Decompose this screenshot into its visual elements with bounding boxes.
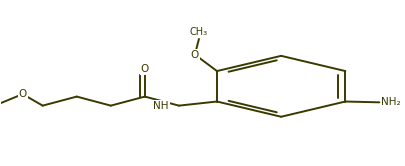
Text: O: O xyxy=(141,64,149,74)
Text: O: O xyxy=(19,89,27,99)
Text: NH: NH xyxy=(153,101,168,111)
Text: NH₂: NH₂ xyxy=(380,97,400,107)
Text: O: O xyxy=(190,50,198,60)
Text: CH₃: CH₃ xyxy=(190,27,207,37)
